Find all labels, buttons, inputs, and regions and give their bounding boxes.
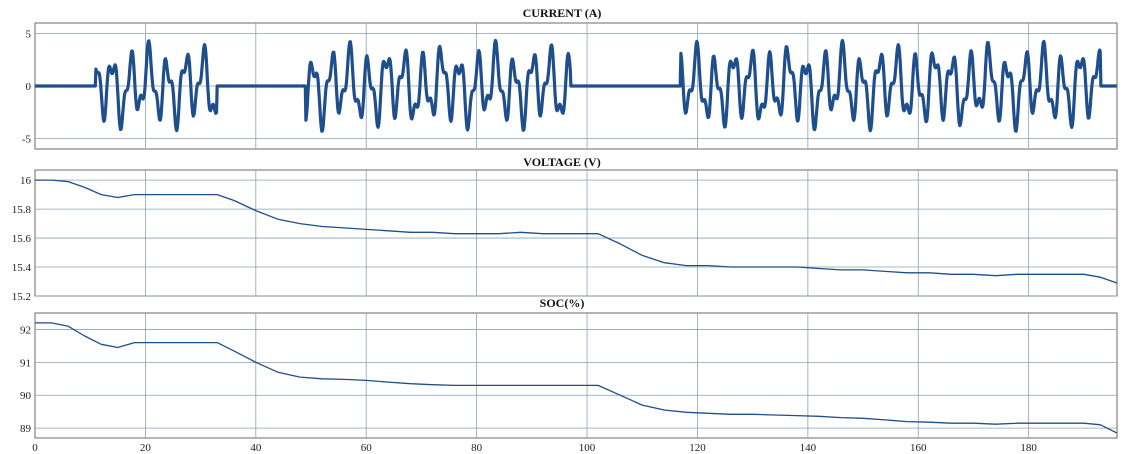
soc-panel: SOC(%) 89 90 91 92 0 20 40 60 80 100 120 140 160 180 <box>20 296 1118 454</box>
voltage-ytick-label: 15.2 <box>12 291 31 303</box>
voltage-series <box>35 179 1118 284</box>
current-panel: CURRENT (A) -5 0 5 <box>22 6 1118 150</box>
x-tick-label: 0 <box>32 442 38 454</box>
voltage-panel-title: VOLTAGE (V) <box>523 155 600 169</box>
voltage-plot-area <box>34 169 1118 297</box>
x-tick-label: 120 <box>689 442 706 454</box>
voltage-ticks: 15.2 15.4 15.6 15.8 16 <box>12 175 32 303</box>
voltage-grid <box>35 170 1117 297</box>
current-ytick-label: -5 <box>22 134 32 146</box>
voltage-panel: VOLTAGE (V) 15.2 15.4 15.6 15.8 16 <box>12 155 1118 303</box>
current-ticks: -5 0 5 <box>22 29 32 146</box>
voltage-series-line <box>35 179 1118 284</box>
current-panel-title: CURRENT (A) <box>523 6 602 20</box>
voltage-ytick-label: 15.4 <box>12 262 32 274</box>
x-tick-label: 140 <box>800 442 817 454</box>
x-tick-label: 20 <box>140 442 152 454</box>
current-series <box>34 38 1118 133</box>
soc-ytick-label: 89 <box>20 423 32 435</box>
current-series-line <box>34 38 1118 133</box>
x-tick-label: 40 <box>250 442 262 454</box>
soc-ytick-label: 90 <box>20 390 32 402</box>
voltage-ytick-label: 15.6 <box>12 233 32 245</box>
soc-plot-area <box>34 312 1118 439</box>
x-tick-label: 160 <box>910 442 927 454</box>
soc-series-line <box>35 322 1118 434</box>
soc-series <box>35 322 1118 434</box>
voltage-ytick-label: 16 <box>20 175 32 187</box>
current-ytick-label: 0 <box>26 81 32 93</box>
x-tick-label: 100 <box>579 442 596 454</box>
soc-grid <box>35 313 1117 438</box>
current-ytick-label: 5 <box>26 29 32 41</box>
x-tick-label: 180 <box>1020 442 1037 454</box>
soc-ytick-label: 91 <box>20 357 31 369</box>
x-tick-label: 80 <box>471 442 483 454</box>
soc-panel-title: SOC(%) <box>540 296 585 310</box>
voltage-ytick-label: 15.8 <box>12 204 32 216</box>
soc-ytick-label: 92 <box>20 324 31 336</box>
soc-ticks: 89 90 91 92 0 20 40 60 80 100 120 140 160 180 <box>20 324 1037 454</box>
x-tick-label: 60 <box>361 442 373 454</box>
